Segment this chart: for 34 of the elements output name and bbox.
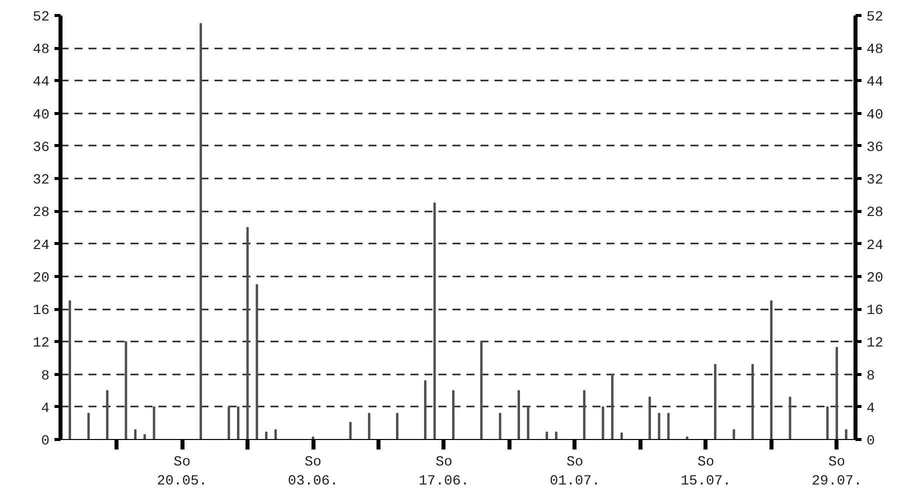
y2-tick-label: 16 — [866, 303, 884, 320]
y-tick-label: 28 — [32, 205, 50, 222]
y2-tick-label: 24 — [866, 238, 884, 254]
y-tick-label: 32 — [32, 172, 50, 189]
y-tick-label: 40 — [32, 107, 50, 124]
y2-tick-label: 8 — [866, 368, 875, 384]
y-tick-label: 12 — [32, 336, 50, 352]
y-tick-label: 48 — [32, 42, 50, 58]
x-tick-label: So 20.05. — [156, 454, 208, 490]
y-tick-label: 4 — [41, 400, 50, 417]
y2-tick-label: 28 — [866, 205, 884, 222]
x-tick-label: So 17.06. — [418, 454, 470, 490]
x-tick-label: So 03.06. — [288, 454, 338, 490]
x-tick-label: So 01.07. — [550, 454, 600, 490]
y-tick-label: 44 — [32, 74, 50, 91]
y2-tick-label: 12 — [866, 336, 884, 352]
y-tick-label: 0 — [41, 434, 50, 450]
y-tick-label: 24 — [32, 238, 50, 254]
y2-tick-label: 48 — [866, 42, 884, 58]
y2-tick-label: 4 — [866, 400, 875, 417]
x-tick-label: So 15.07. — [680, 454, 732, 490]
y2-tick-label: 32 — [866, 172, 884, 189]
y2-tick-label: 40 — [866, 107, 884, 124]
y2-tick-label: 36 — [866, 140, 884, 156]
y-tick-label: 52 — [32, 10, 50, 26]
y-tick-label: 36 — [32, 140, 50, 156]
y2-tick-label: 52 — [866, 10, 884, 26]
y-tick-label: 8 — [41, 368, 50, 384]
y-tick-label: 20 — [32, 270, 50, 286]
x-tick-label: So 29.07. — [812, 454, 862, 490]
y2-tick-label: 20 — [866, 270, 884, 286]
y2-tick-label: 44 — [866, 74, 884, 91]
y-tick-label: 16 — [32, 303, 50, 320]
y2-tick-label: 0 — [866, 434, 875, 450]
